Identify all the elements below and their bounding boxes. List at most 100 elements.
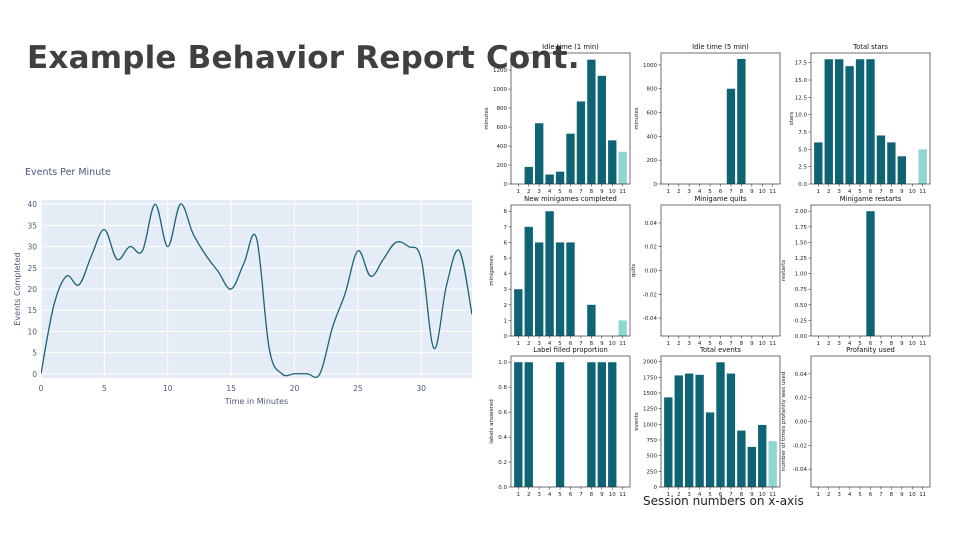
- y-tick-label: 0.25: [795, 318, 808, 324]
- y-tick-label: 600: [497, 125, 508, 131]
- y-tick-label: 2.00: [795, 209, 808, 215]
- bar: [608, 362, 617, 487]
- x-tick-label: 6: [569, 341, 573, 347]
- x-tick-label: 7: [879, 341, 883, 347]
- x-tick-label: 5: [558, 189, 562, 195]
- y-axis-label: stars: [789, 112, 795, 126]
- bar: [618, 320, 627, 336]
- x-tick-label: 7: [729, 492, 733, 498]
- x-tick-label: 3: [537, 492, 541, 498]
- x-tick-label: 5: [708, 189, 712, 195]
- x-tick-label: 9: [600, 189, 604, 195]
- bar: [566, 133, 575, 184]
- x-tick-label: 3: [837, 341, 841, 347]
- x-tick-label: 11: [769, 341, 776, 347]
- x-tick-label: 9: [750, 189, 754, 195]
- x-tick-label: 1: [517, 341, 521, 347]
- subplot-title: Total stars: [852, 43, 888, 51]
- y-tick-label: 1250: [643, 407, 657, 413]
- subplot-title: Idle time (5 min): [692, 43, 749, 51]
- x-tick-label: 10: [909, 189, 916, 195]
- x-tick-label: 8: [890, 189, 894, 195]
- bar: [845, 66, 854, 184]
- x-tick-label: 11: [769, 492, 776, 498]
- y-tick-label: 0: [654, 485, 658, 491]
- y-axis-label: minutes: [634, 107, 640, 129]
- bar: [726, 373, 736, 487]
- x-tick-label: 11: [619, 189, 626, 195]
- y-tick-label: 1.25: [795, 256, 808, 262]
- x-tick-label: 7: [579, 492, 583, 498]
- x-axis-label: Time in Minutes: [224, 397, 288, 406]
- y-tick-label: 600: [647, 111, 658, 117]
- x-tick-label: 8: [740, 341, 744, 347]
- bar: [597, 362, 606, 487]
- y-tick-label: 0.2: [498, 460, 507, 466]
- y-tick-label: 12.5: [795, 95, 808, 101]
- x-tick-label: 2: [677, 492, 681, 498]
- x-tick-label: 3: [687, 341, 691, 347]
- x-tick-label: 11: [619, 492, 626, 498]
- x-tick-label: 8: [740, 492, 744, 498]
- idle-1min-chart: Idle time (1 min) 1 2 3 4 5 6 7 8 9 10 11 0 200 400 600…: [484, 43, 631, 195]
- y-tick-label: 2: [504, 303, 508, 309]
- y-tick-label: 5.0: [798, 147, 807, 153]
- x-tick-label: 3: [837, 492, 841, 498]
- minigame-restarts-chart: Minigame restarts 1 2 3 4 5 6 7 8 9 10 11 0.00 0.25 0.…: [781, 195, 931, 347]
- y-tick-label: 0: [504, 182, 508, 188]
- x-tick-label: 4: [548, 492, 552, 498]
- y-tick-label: 200: [497, 163, 508, 169]
- x-tick-label: 10: [609, 189, 616, 195]
- bar: [695, 374, 704, 487]
- x-tick-label: 3: [837, 189, 841, 195]
- y-tick-label: 4: [504, 272, 508, 278]
- subplot-title: Label filled proportion: [533, 346, 608, 354]
- bar: [716, 362, 725, 487]
- bar: [524, 166, 533, 184]
- y-tick-label: 17.5: [795, 61, 808, 67]
- x-tick-label: 10: [759, 341, 766, 347]
- slide-title: Example Behavior Report Cont.: [27, 40, 580, 76]
- x-tick-label: 1: [517, 189, 521, 195]
- y-tick-label: -0.02: [643, 292, 657, 298]
- bar: [587, 304, 596, 336]
- y-tick-label: 1000: [493, 87, 507, 93]
- x-tick-label: 8: [740, 189, 744, 195]
- bar: [918, 149, 927, 184]
- x-tick-label: 20: [290, 384, 300, 393]
- bar: [535, 123, 544, 184]
- y-tick-label: 800: [647, 87, 658, 93]
- label-filled-chart: Label filled proportion 1 2 3 4 5 6 7 8 9 10 11 0.0 0…: [489, 346, 631, 498]
- y-axis-label: number of times profanity was used: [781, 372, 787, 472]
- bar: [618, 151, 627, 184]
- x-tick-label: 25: [353, 384, 363, 393]
- y-tick-label: 200: [647, 158, 658, 164]
- subplot-title: New minigames completed: [524, 195, 617, 203]
- total-stars-chart: Total stars 1 2 3 4 5 6 7 8 9 10 11 0.0 2.5 5.0 7.5 10.0…: [789, 43, 931, 195]
- y-tick-label: 30: [27, 243, 37, 252]
- x-tick-label: 10: [759, 189, 766, 195]
- x-tick-label: 0: [39, 384, 44, 393]
- events-per-minute-chart: Events Per Minute 0 5 10 15 20 25 30 0 5 10 15 20 25 3…: [13, 167, 472, 406]
- x-tick-label: 5: [858, 492, 862, 498]
- y-tick-label: 20: [27, 285, 37, 294]
- x-tick-label: 6: [569, 189, 573, 195]
- bar: [597, 75, 606, 184]
- y-tick-label: 1000: [643, 63, 657, 69]
- y-tick-label: 2000: [643, 360, 657, 366]
- bar: [514, 289, 523, 336]
- y-tick-label: 0: [504, 334, 508, 340]
- x-tick-label: 5: [708, 492, 712, 498]
- y-tick-label: 6: [504, 240, 508, 246]
- y-tick-label: 400: [647, 134, 658, 140]
- subplot-title: Total events: [699, 346, 741, 354]
- x-tick-label: 9: [600, 341, 604, 347]
- subplot-frame: [810, 355, 931, 488]
- x-tick-label: 30: [417, 384, 427, 393]
- x-tick-label: 3: [687, 189, 691, 195]
- y-tick-label: 0.8: [498, 385, 507, 391]
- y-tick-label: 0: [654, 182, 658, 188]
- x-tick-label: 2: [527, 189, 531, 195]
- idle-5min-chart: Idle time (5 min) 1 2 3 4 5 6 7 8 9 10 11 0 200 400 600…: [634, 43, 781, 195]
